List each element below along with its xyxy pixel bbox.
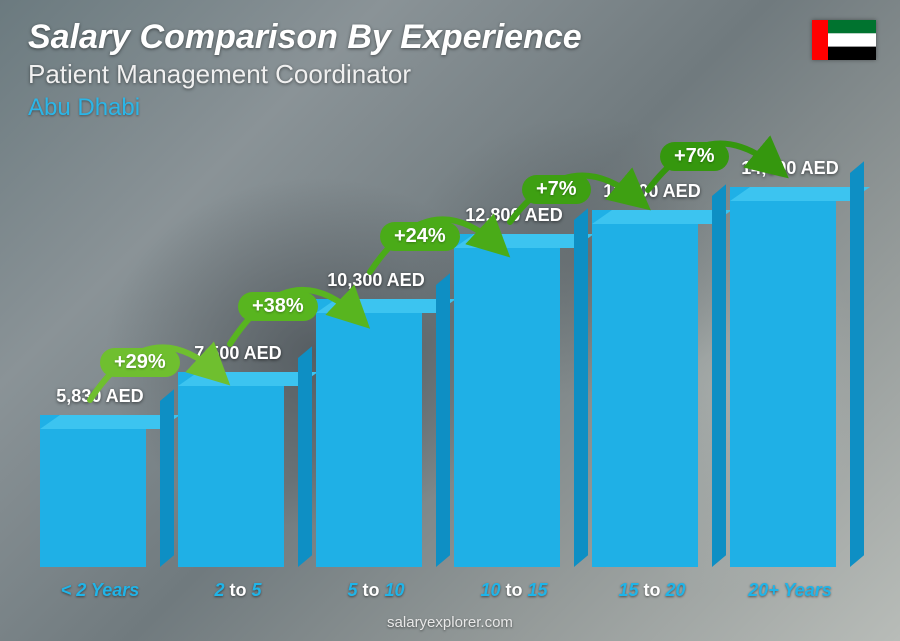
bar [316, 299, 436, 567]
bar-column: 10,300 AED [316, 270, 436, 567]
uae-flag-icon [812, 20, 876, 60]
x-axis-label: 5 to 10 [316, 580, 436, 601]
bar-value-label: 5,830 AED [56, 386, 143, 407]
flag-stripe-mid [828, 33, 876, 46]
x-axis-label: < 2 Years [40, 580, 160, 601]
bar-value-label: 7,500 AED [194, 343, 281, 364]
bar [592, 210, 712, 567]
pct-increase-badge: +7% [522, 175, 591, 204]
bar-column: 12,800 AED [454, 205, 574, 567]
pct-increase-badge: +24% [380, 222, 460, 251]
location-label: Abu Dhabi [28, 94, 872, 122]
header: Salary Comparison By Experience Patient … [28, 18, 872, 122]
bar [178, 372, 298, 567]
job-title: Patient Management Coordinator [28, 59, 872, 90]
bar-column: 14,600 AED [730, 158, 850, 567]
bar-value-label: 10,300 AED [327, 270, 424, 291]
flag-stripe-bot [828, 47, 876, 60]
bar-value-label: 14,600 AED [741, 158, 838, 179]
bar [454, 234, 574, 567]
pct-increase-badge: +7% [660, 142, 729, 171]
pct-increase-badge: +38% [238, 292, 318, 321]
infographic-canvas: Salary Comparison By Experience Patient … [0, 0, 900, 641]
pct-increase-badge: +29% [100, 348, 180, 377]
x-axis-label: 15 to 20 [592, 580, 712, 601]
bar-column: 13,700 AED [592, 181, 712, 567]
bar-value-label: 12,800 AED [465, 205, 562, 226]
bar-column: 7,500 AED [178, 343, 298, 567]
bar-chart: 5,830 AED 7,500 AED 10,300 AED 12,800 AE… [40, 127, 850, 567]
flag-stripe-top [828, 20, 876, 33]
bar [40, 415, 160, 567]
x-axis: < 2 Years 2 to 5 5 to 10 10 to 15 15 to 20 20… [40, 580, 850, 601]
page-title: Salary Comparison By Experience [28, 18, 872, 57]
x-axis-label: 10 to 15 [454, 580, 574, 601]
flag-hoist [812, 20, 828, 60]
footer-source: salaryexplorer.com [0, 614, 900, 631]
bar-column: 5,830 AED [40, 386, 160, 567]
bar [730, 187, 850, 567]
bar-value-label: 13,700 AED [603, 181, 700, 202]
x-axis-label: 20+ Years [730, 580, 850, 601]
x-axis-label: 2 to 5 [178, 580, 298, 601]
